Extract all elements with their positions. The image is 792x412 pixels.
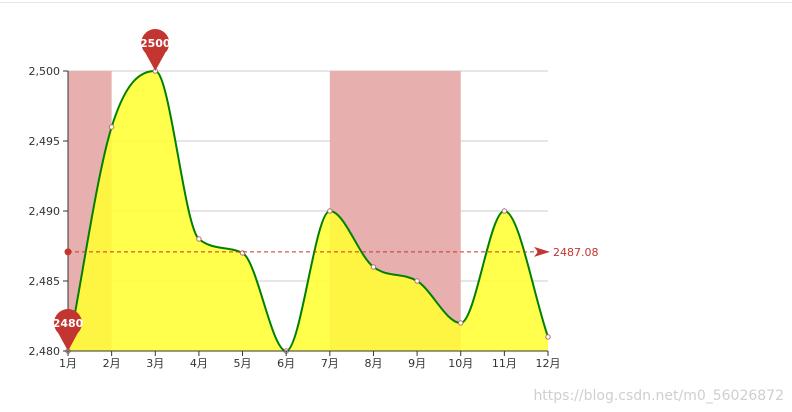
mark-point-pin bbox=[141, 29, 170, 71]
x-tick-label: 5月 bbox=[234, 357, 252, 370]
y-tick-label: 2,490 bbox=[29, 205, 61, 218]
y-tick-label: 2,495 bbox=[29, 135, 61, 148]
mark-point-label: 2480 bbox=[53, 317, 84, 330]
data-point bbox=[196, 236, 202, 242]
x-tick-label: 6月 bbox=[277, 357, 295, 370]
data-point bbox=[370, 264, 377, 270]
series-line bbox=[67, 69, 549, 353]
y-tick-label: 2,500 bbox=[29, 65, 61, 78]
average-label: 2487.08 bbox=[553, 246, 599, 259]
x-tick-label: 12月 bbox=[536, 357, 561, 370]
area-fill bbox=[68, 71, 548, 351]
data-point bbox=[414, 278, 420, 284]
data-point bbox=[327, 208, 333, 214]
data-point bbox=[458, 320, 464, 326]
x-tick-label: 3月 bbox=[146, 357, 164, 370]
x-tick-label: 4月 bbox=[190, 357, 208, 370]
data-point bbox=[501, 208, 508, 214]
y-tick-label: 2,480 bbox=[29, 345, 61, 358]
mark-point-pin bbox=[54, 309, 83, 351]
x-tick-label: 1月 bbox=[59, 357, 77, 370]
top-border bbox=[0, 2, 792, 3]
watermark: https://blog.csdn.net/m0_56026872 bbox=[533, 388, 784, 404]
x-tick-label: 10月 bbox=[448, 357, 473, 370]
x-tick-label: 2月 bbox=[103, 357, 121, 370]
data-point bbox=[108, 124, 115, 130]
average-arrow bbox=[534, 246, 550, 257]
x-tick-label: 9月 bbox=[408, 357, 426, 370]
y-tick-label: 2,485 bbox=[29, 275, 61, 288]
x-tick-label: 8月 bbox=[364, 357, 382, 370]
x-tick-label: 11月 bbox=[492, 357, 517, 370]
data-point bbox=[545, 334, 551, 340]
mark-point-label: 2500 bbox=[140, 37, 171, 50]
x-tick-label: 7月 bbox=[321, 357, 339, 370]
